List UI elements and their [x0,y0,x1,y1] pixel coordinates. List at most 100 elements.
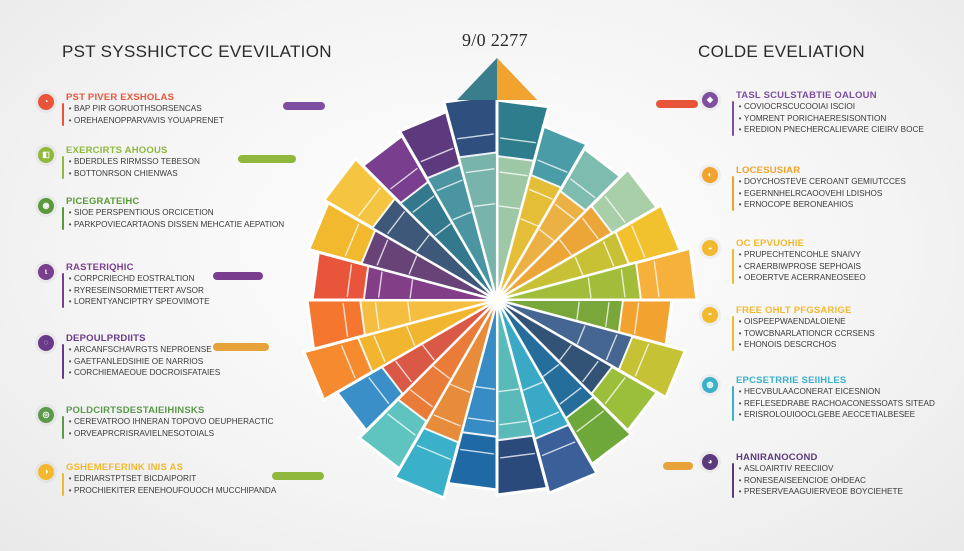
item-text-line: • RYRESEINSORMIETTERT AVSOR [66,285,210,297]
wheel-wedge-stripe [532,411,560,424]
left-item: DEPOULPRDIITS • ARCANFSCHAVRGTS NEPROENSE •… [66,333,220,379]
wheel-wedge-stripe [395,360,413,383]
item-heading: PICEGRATEIHC [66,196,140,207]
item-text-line: • ARCANFSCHAVRGTS NEPROENSE [66,344,220,356]
bullet-icon: • [738,328,742,338]
wheel-wedge-stripe [386,210,406,235]
right-item: TASL SCULSTABTIE OALOUN • COVIOCRSCUCOOIAI… [736,90,924,136]
bullet-icon: • [738,102,742,111]
right-item-icon: ◕ [702,454,718,470]
item-heading: EPCSETRRIE SEIIHLES [736,375,847,386]
wheel-wedge-stripe [604,377,626,405]
left-connector-tag [283,102,325,110]
right-item-accent-bar [732,316,734,351]
left-item-accent-bar [62,416,64,439]
left-item-accent-bar [62,156,64,179]
wheel-wedge-stripe [475,386,496,390]
bullet-icon: • [738,398,742,408]
bullet-icon: • [68,104,72,113]
item-glyph-icon: ◌ [43,338,49,347]
left-item: GSHEMEFERINK INIS AS • EDRIARSTPTSET BICDA… [66,462,276,496]
center-year-title: 9/0 2277 [462,30,528,50]
bullet-icon: • [68,485,72,495]
right-item-accent-bar [732,386,734,421]
left-connector-tag [213,272,263,280]
item-text-line: • PARKPOVIECARTAONS DISSEN MEHCATIE AEPAT… [66,219,285,231]
right-item: LOCESUSIAR • DOYCHOSTEVE CEROANT GEMIUTCCE… [736,165,906,211]
bullet-icon: • [738,387,742,396]
wheel-wedge-stripe [653,261,660,297]
bullet-icon: • [738,475,742,485]
wheel-wedge-stripe [377,271,383,298]
wheel-wedge-stripe [499,171,528,177]
item-text-line: • OISPEEPWAENDALOIENE [736,316,875,328]
item-heading: EXERCIRTS AHOOUS [66,145,168,156]
item-glyph-icon: ◧ [42,150,50,159]
item-glyph-icon: ◐ [707,170,713,179]
item-text-line: • EDRIARSTPTSET BICDAIPORIT [66,473,276,485]
item-heading: OC EPVUOHIE [736,238,805,249]
wheel-wedge-stripe [587,277,592,299]
left-item-icon: ◑ [38,464,54,480]
item-text-line: • EREDION PNECHERCALIEVARE CIEIRV BOCE [736,124,924,136]
bullet-icon: • [68,168,72,178]
wheel-wedge-stripe [528,188,553,200]
item-text-line: • CEREVATROO IHNERAN TOPOVO OEUPHERACTIC [66,416,274,428]
wheel-wedge-stripe [498,205,520,210]
item-text-line: • RONESEAISEENCIOE OHDEAC [736,475,903,487]
item-glyph-icon: ◎ [42,410,50,419]
right-item-accent-bar [732,249,734,284]
wheel-wedge-stripe [559,344,572,361]
wheel-wedge-stripe [602,241,615,267]
wheel-wedge-stripe [541,441,576,457]
item-heading: GSHEMEFERINK INIS AS [66,462,184,473]
item-text-line: • OREHAENOPPARVAVIS YOUAPRENET [66,115,224,127]
wheel-wedge-stripe [542,363,560,377]
left-item: POLDCIRTSDESTAIEIHINSKS • CEREVATROO IHNER… [66,405,274,439]
item-text-line: • ASLOAIRTIV REECIIOV [736,463,903,475]
bullet-icon: • [738,340,742,349]
wheel-wedge-stripe [581,360,599,383]
wheel-wedge-stripe [373,335,386,363]
bullet-icon: • [738,410,742,419]
wheel-wedge-stripe [605,302,610,327]
item-glyph-icon: ◔ [43,97,49,106]
item-heading: PST PIVER EXSHOLAS [66,92,175,103]
bullet-icon: • [68,157,72,166]
left-item-icon: ◉ [38,198,54,214]
wheel-wedge-stripe [357,187,381,217]
left-item-icon: ◧ [38,147,54,163]
left-item-accent-bar [62,344,64,379]
bullet-icon: • [738,177,742,186]
left-item: PICEGRATEIHC • SIOE PERSPENTIOUS ORCICETIO… [66,196,284,230]
wheel-wedge-stripe [634,343,650,377]
wheel-inner-wedge [457,151,498,301]
wheel-wedge-stripe [376,239,389,266]
wheel-wedge-stripe [473,203,496,208]
item-heading: FREE OHLT PFGSARIGE [736,305,852,316]
item-glyph-icon: ◍ [706,380,714,389]
right-item-icon: ◓ [702,307,718,323]
wheel-wedge-stripe [631,225,646,258]
wheel-wedge-stripe [406,325,416,346]
left-connector-tag [272,472,324,480]
item-text-line: • DOYCHOSTEVE CEROANT GEMIUTCCES [736,176,906,188]
left-item-icon: ◔ [38,94,54,110]
item-text-line: • PRUPECHTENCOHLE SNAIVY [736,249,866,261]
left-item-accent-bar [62,103,64,126]
bullet-icon: • [738,317,742,326]
wheel-wedge-stripe [342,303,349,337]
left-item-accent-bar [62,207,64,230]
wheel-wedge-stripe [452,211,472,221]
wheel-wedge-stripe [559,387,582,405]
item-text-line: • PROCHIEKITER EENEHOUFOUOCH MUCCHIPANDA [66,485,277,497]
right-connector-tag [656,100,698,108]
wheel-wedge-stripe [576,410,605,433]
right-item: HANIRANOCOND • ASLOAIRTIV REECIIOV • RONESEA… [736,452,903,498]
wheel-wedge-stripe [465,168,495,174]
left-item: PST PIVER EXSHOLAS • BAP PIR GORUOTHSORSEN… [66,92,224,126]
item-text-line: • TOWCBNARLATIONCR CCRSENS [736,328,875,340]
wheel-wedge-stripe [450,383,471,394]
wheel-wedge-stripe [520,218,539,227]
